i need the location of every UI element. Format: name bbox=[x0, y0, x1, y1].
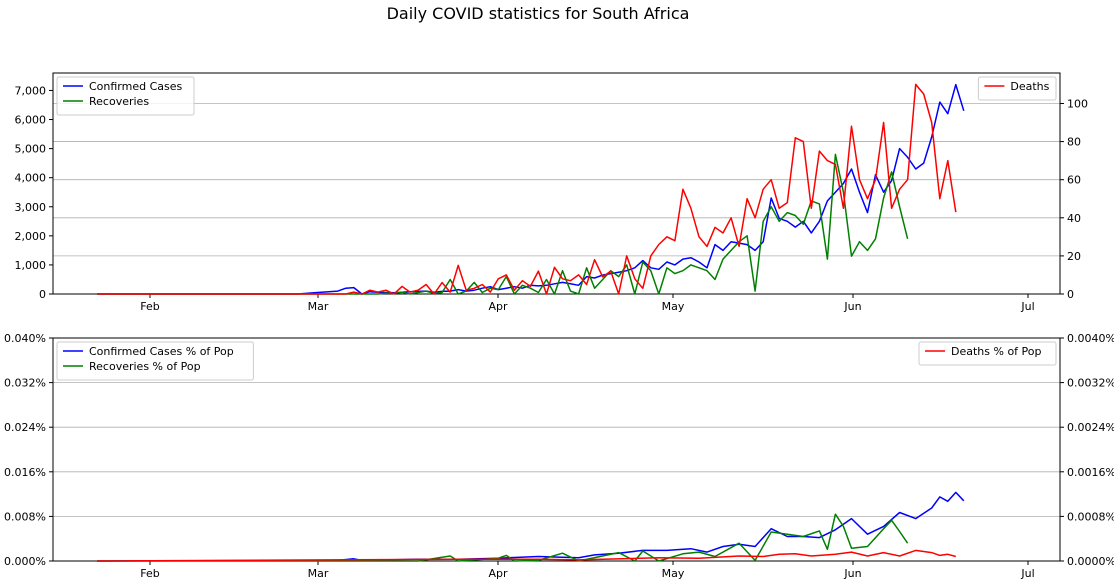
series-line-deaths-of-pop bbox=[96, 549, 956, 562]
y-left-tick-label: 0.040% bbox=[4, 332, 46, 345]
y-left-tick-label: 0.032% bbox=[4, 377, 46, 390]
y-left-tick-label: 6,000 bbox=[15, 114, 47, 127]
plot-frame bbox=[52, 337, 1061, 562]
legend-box bbox=[56, 341, 254, 381]
x-tick-label: Feb bbox=[140, 300, 159, 313]
series-line-confirmed-cases-of-pop bbox=[96, 491, 965, 562]
chart-title: Daily COVID statistics for South Africa bbox=[387, 4, 690, 23]
y-left-tick-label: 5,000 bbox=[15, 143, 47, 156]
y-left-tick-label: 0.008% bbox=[4, 510, 46, 523]
legend-label: Recoveries bbox=[89, 95, 149, 108]
y-right-tick-label: 0.0008% bbox=[1067, 510, 1114, 523]
y-left-tick-label: 0.024% bbox=[4, 421, 46, 434]
y-right-tick-label: 0.0032% bbox=[1067, 377, 1114, 390]
y-right-tick-label: 20 bbox=[1067, 250, 1081, 263]
y-right-tick-label: 60 bbox=[1067, 174, 1081, 187]
series-line-confirmed-cases bbox=[97, 83, 965, 295]
y-left-tick-label: 0 bbox=[39, 288, 46, 301]
legend-label: Deaths % of Pop bbox=[951, 345, 1042, 358]
x-tick-label: Jul bbox=[1020, 300, 1034, 313]
y-right-tick-label: 0.0024% bbox=[1067, 421, 1114, 434]
series-line-recoveries bbox=[97, 153, 909, 295]
x-tick-label: May bbox=[662, 567, 685, 580]
y-right-tick-label: 40 bbox=[1067, 212, 1081, 225]
x-tick-label: Apr bbox=[488, 300, 508, 313]
y-right-tick-label: 0 bbox=[1067, 288, 1074, 301]
legend-label: Deaths bbox=[1010, 80, 1049, 93]
plot-frame bbox=[52, 72, 1061, 295]
legend-label: Recoveries % of Pop bbox=[89, 360, 201, 373]
bottom-panel: 0.000% 0.008% 0.016% 0.024% 0.032% 0.040% 0.00… bbox=[4, 332, 1114, 580]
x-tick-label: Apr bbox=[488, 567, 508, 580]
legend-box bbox=[918, 341, 1057, 366]
series-line-deaths bbox=[97, 83, 957, 295]
y-right-tick-label: 80 bbox=[1067, 136, 1081, 149]
legend-box bbox=[977, 76, 1057, 101]
y-left-tick-label: 1,000 bbox=[15, 259, 47, 272]
y-right-tick-label: 0.0016% bbox=[1067, 466, 1114, 479]
y-left-tick-label: 3,000 bbox=[15, 201, 47, 214]
legend-box bbox=[56, 76, 195, 116]
x-tick-label: Jun bbox=[843, 567, 861, 580]
top-panel: 0 1,000 2,000 3,000 4,000 5,000 6,000 7,000 0 20 4… bbox=[15, 72, 1088, 313]
x-tick-label: May bbox=[662, 300, 685, 313]
x-tick-label: Mar bbox=[308, 300, 329, 313]
x-tick-label: Feb bbox=[140, 567, 159, 580]
x-tick-label: Jun bbox=[843, 300, 861, 313]
y-left-tick-label: 4,000 bbox=[15, 172, 47, 185]
y-left-tick-label: 7,000 bbox=[15, 84, 47, 97]
x-tick-label: Jul bbox=[1020, 567, 1034, 580]
y-left-tick-label: 0.000% bbox=[4, 555, 46, 568]
x-tick-label: Mar bbox=[308, 567, 329, 580]
legend-label: Confirmed Cases bbox=[89, 80, 183, 93]
legend-label: Confirmed Cases % of Pop bbox=[89, 345, 234, 358]
series-line-recoveries-of-pop bbox=[97, 513, 909, 562]
y-right-tick-label: 0.0000% bbox=[1067, 555, 1114, 568]
y-left-tick-label: 2,000 bbox=[15, 230, 47, 243]
y-right-tick-label: 100 bbox=[1067, 97, 1088, 110]
y-left-tick-label: 0.016% bbox=[4, 466, 46, 479]
y-right-tick-label: 0.0040% bbox=[1067, 332, 1114, 345]
